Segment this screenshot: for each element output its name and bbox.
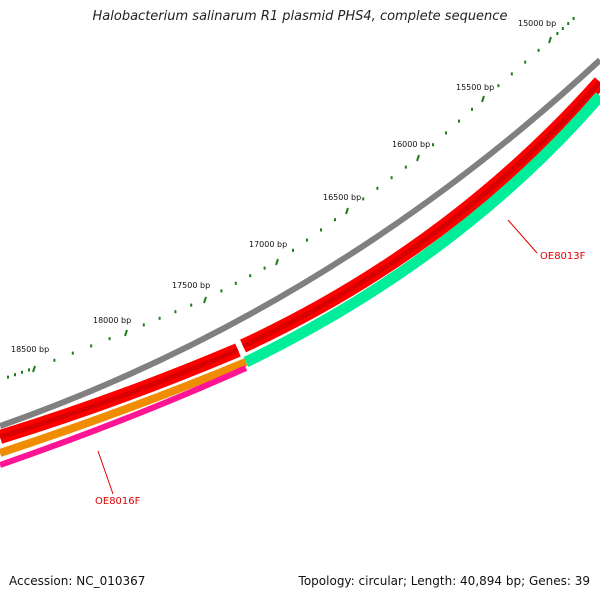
minor-tick — [376, 186, 379, 190]
minor-tick — [556, 32, 559, 35]
red-gene-core-1 — [0, 347, 239, 440]
minor-tick — [263, 266, 266, 270]
orange-gene-track — [0, 358, 248, 457]
oe8013f-leader — [507, 219, 538, 254]
tick-label: 17000 bp — [249, 240, 287, 249]
major-tick — [345, 207, 349, 215]
pink-gene-track — [0, 365, 248, 468]
red-gene-track-2 — [240, 77, 600, 353]
minor-tick — [390, 176, 393, 180]
minor-tick — [404, 165, 407, 169]
minor-tick — [174, 310, 177, 314]
oe8016f-label: OE8016F — [95, 496, 141, 507]
minor-tick — [334, 218, 336, 222]
minor-tick — [21, 370, 23, 374]
minor-tick — [234, 281, 237, 285]
major-tick — [548, 36, 552, 44]
major-tick — [32, 365, 36, 373]
summary-text: Topology: circular; Length: 40,894 bp; G… — [298, 574, 590, 588]
oe8013f-label: OE8013F — [540, 251, 586, 262]
major-tick — [124, 329, 128, 337]
minor-tick — [524, 60, 527, 64]
minor-tick — [306, 238, 308, 242]
minor-tick — [471, 107, 473, 111]
tick-label: 15000 bp — [518, 19, 556, 28]
minor-tick — [14, 373, 16, 377]
tick-label: 18500 bp — [11, 345, 49, 354]
minor-tick — [142, 323, 145, 327]
minor-tick — [249, 274, 252, 278]
major-tick — [416, 154, 420, 162]
minor-tick — [458, 119, 460, 123]
page-title: Halobacterium salinarum R1 plasmid PHS4,… — [92, 9, 508, 24]
tick-label: 16000 bp — [392, 140, 430, 149]
minor-tick — [561, 27, 564, 30]
minor-tick — [497, 84, 500, 88]
minor-tick — [190, 303, 193, 307]
minor-tick — [537, 48, 540, 52]
minor-tick — [28, 368, 30, 372]
minor-tick — [432, 143, 434, 147]
tick-ring: 15000 bp 15500 bp 16000 bp 16500 bp 17000 bp… — [7, 17, 575, 379]
tick-label: 16500 bp — [323, 193, 361, 202]
backbone-track — [0, 57, 600, 429]
accession-text: Accession: NC_010367 — [9, 574, 146, 588]
minor-tick — [90, 344, 93, 348]
minor-tick — [108, 337, 111, 341]
minor-tick — [510, 72, 513, 76]
teal-gene-track — [243, 92, 600, 367]
minor-tick — [320, 228, 322, 232]
oe8016f-leader — [97, 450, 114, 495]
minor-tick — [292, 248, 294, 252]
minor-tick — [572, 17, 575, 20]
minor-tick — [445, 131, 447, 135]
tick-label: 17500 bp — [172, 281, 210, 290]
minor-tick — [220, 289, 223, 293]
major-tick — [275, 258, 279, 266]
tick-label: 15500 bp — [456, 83, 494, 92]
minor-tick — [362, 197, 365, 201]
tick-label: 18000 bp — [93, 316, 131, 325]
major-tick — [481, 95, 485, 103]
minor-tick — [158, 316, 161, 320]
minor-tick — [567, 22, 570, 25]
major-tick — [203, 296, 207, 304]
minor-tick — [7, 375, 9, 379]
red-gene-core-2 — [241, 80, 600, 349]
minor-tick — [71, 351, 74, 355]
minor-tick — [53, 358, 56, 362]
